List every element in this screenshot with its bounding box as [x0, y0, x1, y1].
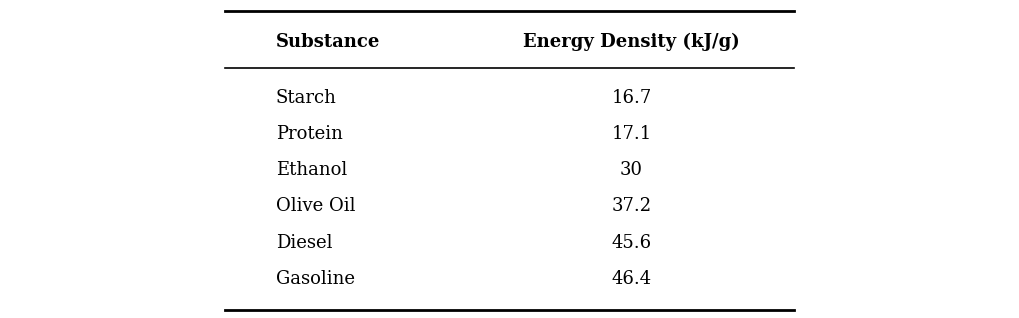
Text: 46.4: 46.4: [611, 270, 651, 288]
Text: Substance: Substance: [276, 33, 380, 52]
Text: 16.7: 16.7: [611, 88, 651, 107]
Text: Ethanol: Ethanol: [276, 161, 347, 179]
Text: Energy Density (kJ/g): Energy Density (kJ/g): [523, 33, 740, 52]
Text: 45.6: 45.6: [611, 233, 651, 252]
Text: Gasoline: Gasoline: [276, 270, 355, 288]
Text: Protein: Protein: [276, 125, 342, 143]
Text: Diesel: Diesel: [276, 233, 332, 252]
Text: 30: 30: [620, 161, 643, 179]
Text: Olive Oil: Olive Oil: [276, 197, 356, 215]
Text: 37.2: 37.2: [611, 197, 651, 215]
Text: 17.1: 17.1: [611, 125, 651, 143]
Text: Starch: Starch: [276, 88, 336, 107]
